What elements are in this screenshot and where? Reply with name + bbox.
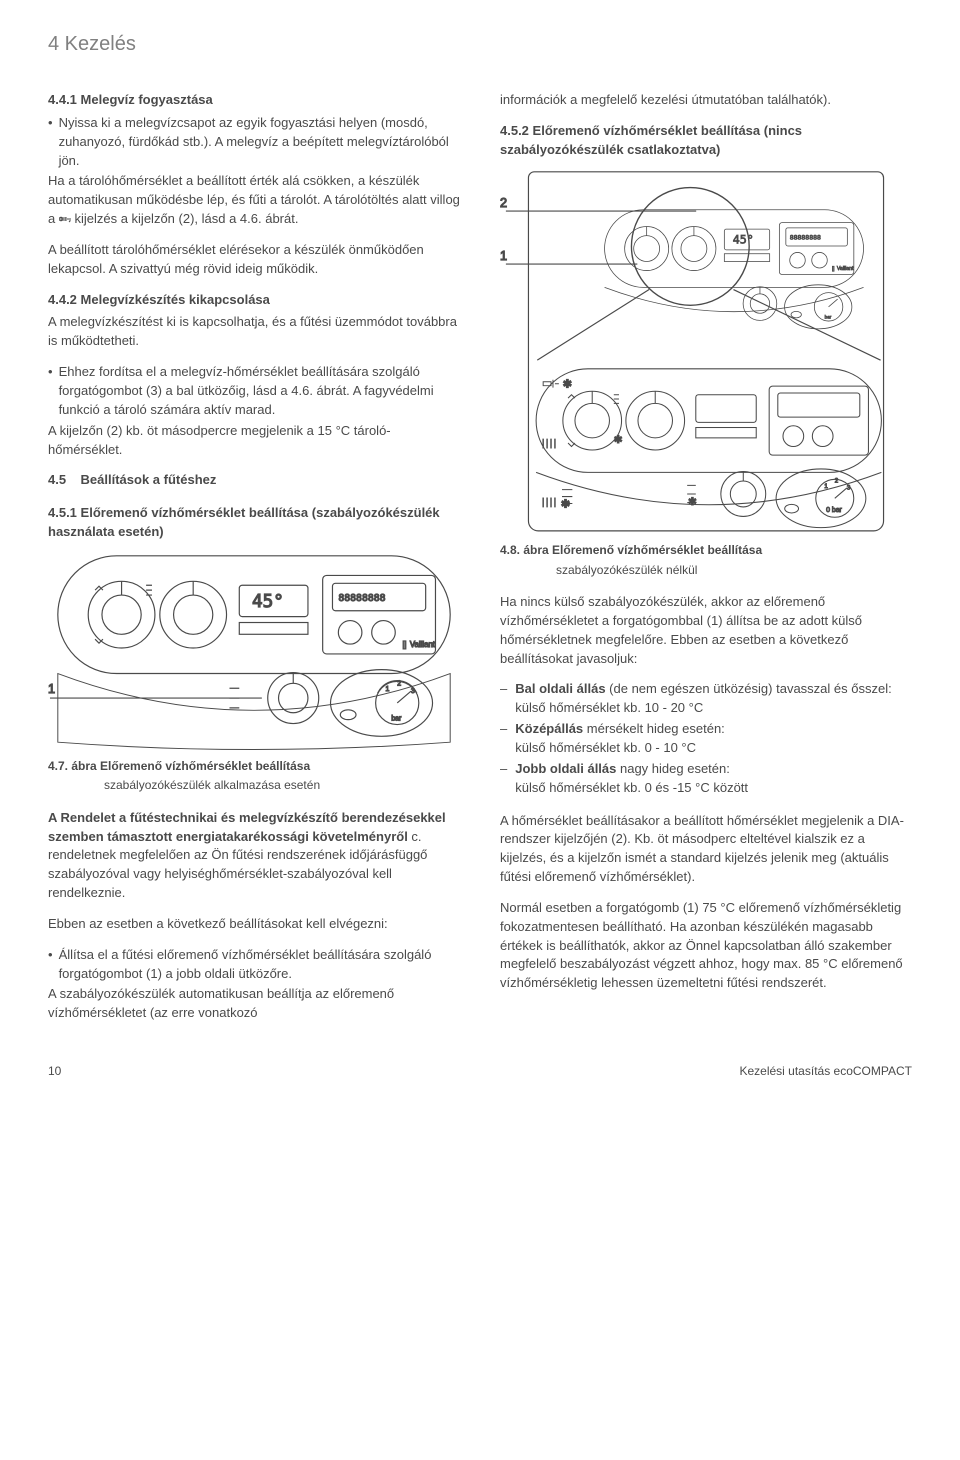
section-441-title: 4.4.1 Melegvíz fogyasztása [48,91,460,110]
section-452-title: 4.5.2 Előremenő vízhőmérséklet beállítás… [500,122,912,160]
bullet-item: • Állítsa el a fűtési előremenő vízhőmér… [48,946,460,984]
dash-item: – Középállás mérsékelt hideg esetén:küls… [500,720,912,758]
page-header: 4 Kezelés [48,30,912,59]
paragraph: Ha a tárolóhőmérséklet a beállított érté… [48,172,460,229]
svg-text:3: 3 [411,688,415,695]
svg-text:0 bar: 0 bar [826,507,842,514]
section-num: 4.5.2 [500,123,529,138]
dash-list: – Bal oldali állás (de nem egészen ütköz… [500,680,912,797]
svg-text:✱: ✱ [614,435,623,446]
svg-text:✱: ✱ [561,498,570,510]
paragraph: A szabályozókészülék automatikusan beáll… [48,985,460,1023]
svg-text:bar: bar [391,715,402,722]
section-num: 4.5.1 [48,505,77,520]
page-footer: 10 Kezelési utasítás ecoCOMPACT [48,1063,912,1080]
svg-text:45°: 45° [733,232,754,246]
bullet-dot-icon: • [48,114,53,171]
footer-title: Kezelési utasítás ecoCOMPACT [739,1063,912,1080]
paragraph: Ha nincs külső szabályozókészülék, akkor… [500,593,912,668]
page-number: 10 [48,1063,61,1080]
paragraph: A hőmérséklet beállításakor a beállított… [500,812,912,887]
bullet-text: Állítsa el a fűtési előremenő vízhőmérsé… [59,946,460,984]
fig47-caption: 4.7. ábra Előremenő vízhőmérséklet beáll… [48,758,460,795]
section-num: 4.4.2 [48,292,77,307]
svg-text:1: 1 [385,686,389,693]
bullet-item: • Nyissa ki a melegvízcsapot az egyik fo… [48,114,460,171]
paragraph: A kijelzőn (2) kb. öt másodpercre megjel… [48,422,460,460]
svg-text:2: 2 [500,195,507,210]
dash-icon: – [500,680,507,718]
bullet-dot-icon: • [48,946,53,984]
svg-text:❚ Vaillant: ❚ Vaillant [401,640,436,649]
fig48-caption: 4.8. ábra Előremenő vízhőmérséklet beáll… [500,542,912,579]
section-name: Előremenő vízhőmérséklet beállítása (nin… [500,123,802,157]
svg-text:1: 1 [500,248,507,263]
svg-text:✱: ✱ [563,378,572,390]
right-column: információk a megfelelő kezelési útmutat… [500,91,912,1023]
paragraph: Normál esetben a forgatógomb (1) 75 °C e… [500,899,912,993]
section-name: Melegvíz fogyasztása [81,92,213,107]
boiler-device-diagram: 45° 88888888 ❚ Vaillant bar [500,164,912,537]
svg-text:1: 1 [48,681,55,696]
section-451-title: 4.5.1 Előremenő vízhőmérséklet beállítás… [48,504,460,542]
bullet-item: • Ehhez fordítsa el a melegvíz-hőmérsékl… [48,363,460,420]
bullet-text: Ehhez fordítsa el a melegvíz-hőmérséklet… [59,363,460,420]
svg-text:bar: bar [825,314,832,319]
section-442-title: 4.4.2 Melegvízkészítés kikapcsolása [48,291,460,310]
paragraph: A melegvízkészítést ki is kapcsolhatja, … [48,313,460,351]
section-name: Melegvízkészítés kikapcsolása [81,292,270,307]
svg-text:2: 2 [397,680,401,687]
paragraph: A beállított tárolóhőmérséklet eléréseko… [48,241,460,279]
svg-text:88888888: 88888888 [790,233,821,241]
dash-icon: – [500,720,507,758]
section-45-title: 4.5 Beállítások a fűtéshez [48,471,460,490]
paragraph: A Rendelet a fűtéstechnikai és melegvízk… [48,809,460,903]
dash-item: – Jobb oldali állás nagy hideg esetén:kü… [500,760,912,798]
tap-icon [59,215,71,225]
svg-text:88888888: 88888888 [338,593,385,604]
svg-text:❚ Vaillant: ❚ Vaillant [831,265,854,271]
bullet-text: Nyissa ki a melegvízcsapot az egyik fogy… [59,114,460,171]
section-num: 4.5 [48,472,66,487]
svg-text:45°: 45° [252,592,284,612]
dash-item: – Bal oldali állás (de nem egészen ütköz… [500,680,912,718]
bullet-dot-icon: • [48,363,53,420]
section-name: Előremenő vízhőmérséklet beállítása (sza… [48,505,440,539]
left-column: 4.4.1 Melegvíz fogyasztása • Nyissa ki a… [48,91,460,1023]
section-num: 4.4.1 [48,92,77,107]
paragraph: Ebben az esetben a következő beállítások… [48,915,460,934]
boiler-panel-diagram: 45° 88888888 ❚ Vaillant 1 [48,546,460,752]
paragraph: információk a megfelelő kezelési útmutat… [500,91,912,110]
section-name: Beállítások a fűtéshez [81,472,217,487]
dash-icon: – [500,760,507,798]
